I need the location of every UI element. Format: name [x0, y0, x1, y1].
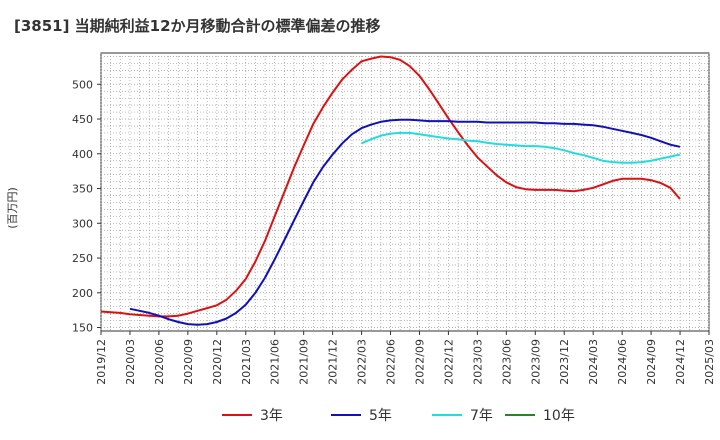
x-tick-label: 2020/03 [124, 339, 137, 385]
y-tick-label: 500 [72, 78, 93, 91]
x-tick-label: 2025/03 [703, 339, 716, 385]
x-tick-label: 2021/06 [269, 339, 282, 385]
x-tick-label: 2024/03 [587, 339, 600, 385]
y-tick-label: 400 [72, 148, 93, 161]
x-tick-label: 2024/06 [616, 339, 629, 385]
chart-title: [3851] 当期純利益12か月移動合計の標準偏差の推移 [14, 17, 381, 35]
x-tick-label: 2023/03 [471, 339, 484, 385]
x-tick-label: 2023/09 [529, 339, 542, 385]
x-tick-label: 2022/06 [385, 339, 398, 385]
plot-frame [100, 52, 710, 332]
y-tick-label: 300 [72, 217, 93, 230]
y-axis-label: (百万円) [6, 187, 19, 229]
y-tick-label: 350 [72, 183, 93, 196]
x-tick-label: 2022/03 [356, 339, 369, 385]
x-tick-label: 2021/03 [240, 339, 253, 385]
legend-label-3年: 3年 [260, 408, 283, 424]
series-line-3年 [100, 55, 681, 318]
x-tick-label: 2020/12 [211, 339, 224, 385]
legend-label-10年: 10年 [543, 408, 575, 424]
series-line-7年 [361, 131, 681, 164]
x-tick-label: 2022/09 [413, 339, 426, 385]
x-tick-label: 2020/09 [182, 339, 195, 385]
x-tick-label: 2024/09 [645, 339, 658, 385]
grid [100, 53, 710, 331]
x-tick-label: 2023/06 [500, 339, 513, 385]
y-axis: 150 200 250 300 350 400 450 500 [72, 78, 101, 335]
legend-label-5年: 5年 [369, 408, 392, 424]
x-tick-label: 2021/09 [298, 339, 311, 385]
legend-label-7年: 7年 [470, 408, 493, 424]
x-tick-label: 2021/12 [327, 339, 340, 385]
x-tick-label: 2022/12 [442, 339, 455, 385]
x-axis: 2019/12 2020/03 2020/06 2020/09 2020/12 2021/… [95, 331, 716, 385]
x-tick-label: 2024/12 [674, 339, 687, 385]
y-tick-label: 150 [72, 322, 93, 335]
x-tick-label: 2019/12 [95, 339, 108, 385]
y-tick-label: 450 [72, 113, 93, 126]
y-tick-label: 250 [72, 252, 93, 265]
x-tick-label: 2020/06 [153, 339, 166, 385]
x-tick-label: 2023/12 [558, 339, 571, 385]
plot-area [100, 52, 710, 332]
series-line-5年 [129, 118, 681, 326]
y-tick-label: 200 [72, 287, 93, 300]
legend: 3年 5年 7年 10年 [222, 408, 575, 424]
series-lines [100, 55, 681, 326]
